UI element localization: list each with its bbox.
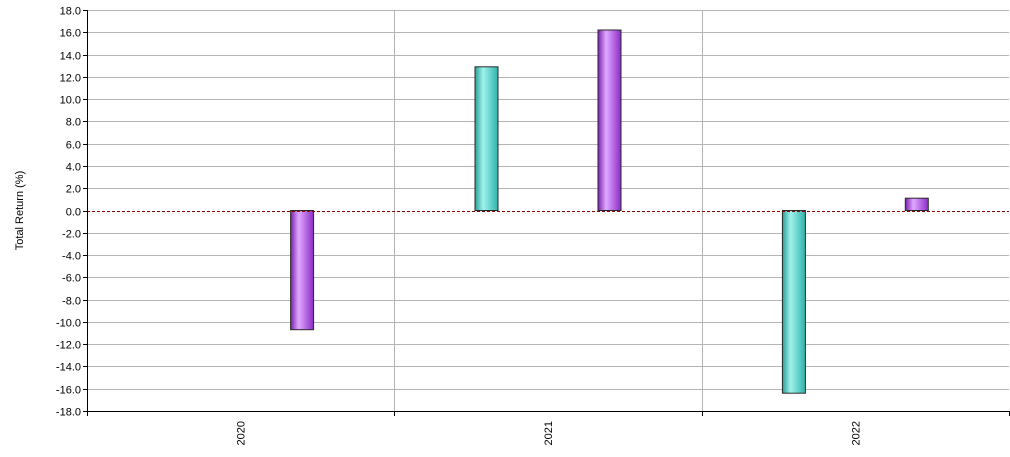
y-tick-label: 16.0 xyxy=(60,28,81,40)
y-tick-label: 6.0 xyxy=(66,140,81,152)
axes xyxy=(83,10,1010,416)
y-axis-title: Total Return (%) xyxy=(14,171,26,250)
x-tick-label: 2022 xyxy=(850,421,862,445)
bars xyxy=(290,29,929,394)
bar-2022-series-2 xyxy=(904,197,929,211)
y-tick-label: -18.0 xyxy=(56,407,81,419)
bar-2021-series-1 xyxy=(474,66,499,211)
y-tick-label: -16.0 xyxy=(56,385,81,397)
y-tick-label: 8.0 xyxy=(66,117,81,129)
y-tick-label: -10.0 xyxy=(56,318,81,330)
labels: -18.0 -16.0 -14.0 -12.0 -10.0 -8.0 -6.0 -4.0 -2.… xyxy=(56,6,862,446)
y-tick-label: -12.0 xyxy=(56,340,81,352)
bar-2022-series-1 xyxy=(781,210,806,394)
y-tick-label: -14.0 xyxy=(56,362,81,374)
y-tick-label: -6.0 xyxy=(62,273,81,285)
y-tick-label: -4.0 xyxy=(62,251,81,263)
y-tick-label: 14.0 xyxy=(60,51,81,63)
y-tick-label: 12.0 xyxy=(60,73,81,85)
bar-2020-series-2 xyxy=(290,210,315,331)
y-tick-label: 18.0 xyxy=(60,6,81,18)
y-tick-label: 0.0 xyxy=(66,207,81,219)
y-tick-label: -8.0 xyxy=(62,296,81,308)
y-tick-label: 10.0 xyxy=(60,95,81,107)
x-tick-label: 2020 xyxy=(236,421,248,445)
y-tick-label: -2.0 xyxy=(62,229,81,241)
y-tick-label: 4.0 xyxy=(66,162,81,174)
grid xyxy=(87,10,1009,412)
y-tick-label: 2.0 xyxy=(66,184,81,196)
x-tick-label: 2021 xyxy=(543,421,555,445)
bar-2021-series-2 xyxy=(597,29,622,211)
